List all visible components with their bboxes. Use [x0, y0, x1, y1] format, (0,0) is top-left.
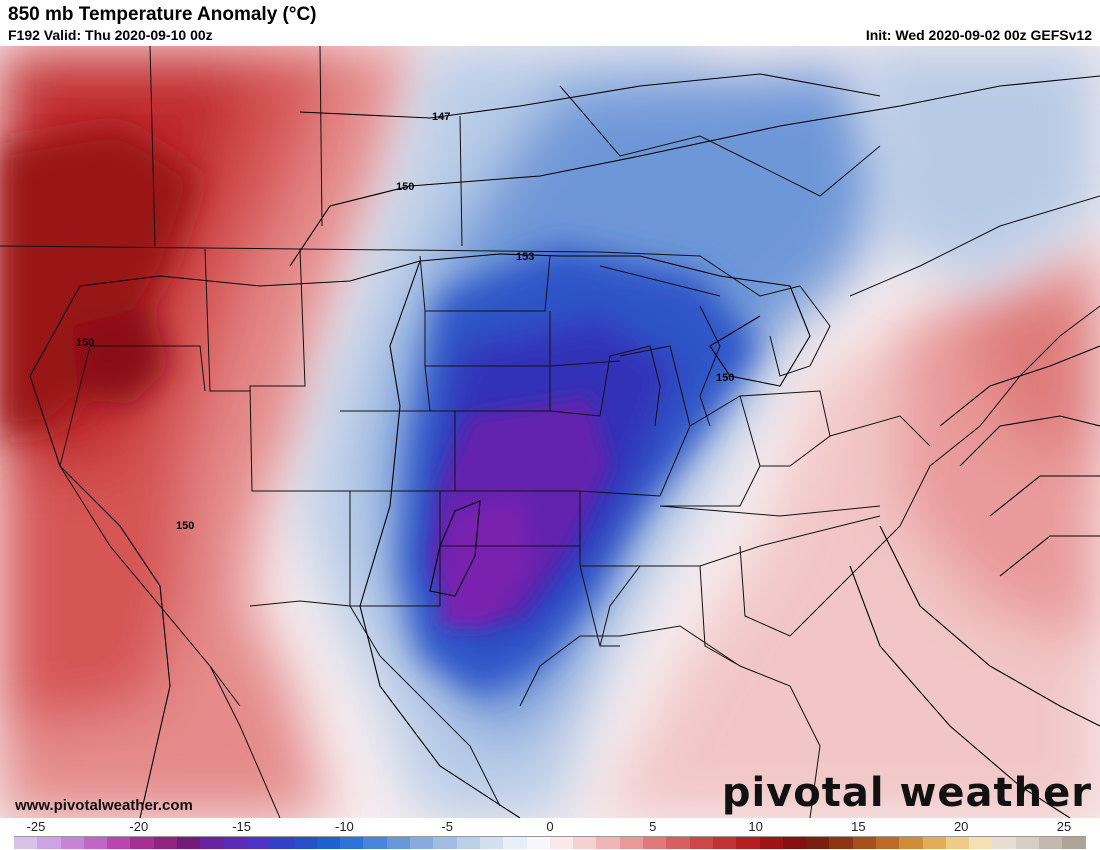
colorbar-swatch: [852, 837, 876, 849]
colorbar-swatch: [83, 837, 108, 849]
colorbar-swatch: [479, 837, 504, 849]
warm-core-northwest: [0, 126, 200, 436]
init-time: Init: Wed 2020-09-02 00z GEFSv12: [865, 27, 1092, 43]
colorbar-swatch: [666, 837, 690, 849]
colorbar-swatch: [177, 837, 201, 849]
colorbar-swatch: [899, 837, 923, 849]
contour-labels: 147 150 153 150 150 150: [76, 111, 734, 532]
anomaly-map[interactable]: 147 150 153 150 150 150: [0, 46, 1100, 818]
colorbar-swatch: [503, 837, 527, 849]
colorbar-swatch: [1039, 837, 1063, 849]
colorbar-tick-label: 20: [953, 819, 969, 834]
colorbar-swatch: [200, 837, 224, 849]
cool-northeast: [860, 46, 1100, 286]
colorbar-swatch: [60, 837, 84, 849]
purple-core: [430, 396, 610, 626]
colorbar-swatch: [712, 837, 737, 849]
colorbar-tick-label: -10: [334, 819, 354, 834]
colorbar-swatch: [130, 837, 154, 849]
colorbar-swatch: [246, 837, 271, 849]
map-title: 850 mb Temperature Anomaly (°C): [8, 4, 317, 25]
colorbar-swatch: [223, 837, 247, 849]
colorbar-tick-label: 10: [748, 819, 763, 834]
colorbar-swatch: [316, 837, 341, 849]
contour-label-150-north: 150: [396, 181, 414, 193]
colorbar-swatch: [573, 837, 597, 849]
colorbar-tick-label: -25: [26, 819, 46, 834]
colorbar-tick-label: 25: [1056, 819, 1072, 834]
colorbar-swatch: [526, 837, 550, 849]
colorbar-swatch: [922, 837, 946, 849]
website-credit: www.pivotalweather.com: [15, 797, 193, 814]
colorbar-swatch: [736, 837, 760, 849]
contour-label-147: 147: [432, 111, 450, 123]
colorbar-swatch: [107, 837, 131, 849]
colorbar-swatch: [340, 837, 364, 849]
colorbar-swatch: [549, 837, 574, 849]
map-canvas: 147 150 153 150 150 150: [0, 46, 1100, 818]
colorbar-swatch: [596, 837, 620, 849]
colorbar-swatch: [14, 837, 38, 849]
colorbar-swatch: [782, 837, 807, 849]
colorbar-tick-label: 5: [649, 819, 657, 834]
colorbar-tick-label: 0: [546, 819, 554, 834]
colorbar-swatch: [806, 837, 830, 849]
colorbar-ticks: -25 -20 -15 -10 -5 0 5 10 15 20 25: [0, 819, 1100, 835]
colorbar-swatch: [363, 837, 387, 849]
colorbar-swatch: [153, 837, 178, 849]
colorbar-tick-label: -15: [232, 819, 251, 834]
header: 850 mb Temperature Anomaly (°C) F192 Val…: [0, 0, 1100, 46]
contour-label-150-southwest: 150: [176, 520, 194, 532]
brand-logo: pivotal weather: [721, 770, 1092, 816]
colorbar-tick-label: -5: [441, 819, 453, 834]
colorbar-swatch: [1015, 837, 1040, 849]
valid-time: F192 Valid: Thu 2020-09-10 00z: [8, 27, 213, 43]
colorbar-swatch: [689, 837, 713, 849]
colorbar-swatch: [969, 837, 993, 849]
colorbar-swatch: [759, 837, 783, 849]
colorbar-swatch: [270, 837, 294, 849]
colorbar-swatch: [945, 837, 970, 849]
contour-label-153: 153: [516, 251, 534, 263]
colorbar-swatch: [410, 837, 434, 849]
colorbar-swatch: [456, 837, 480, 849]
colorbar: [14, 836, 1086, 849]
colorbar-swatch: [37, 837, 61, 849]
colorbar-swatch: [386, 837, 411, 849]
height-contours: [29, 73, 1100, 818]
contour-label-150-lakes: 150: [716, 372, 734, 384]
colorbar-tick-label: 15: [851, 819, 866, 834]
boundaries: [0, 46, 1100, 818]
colorbar-swatch: [433, 837, 457, 849]
colorbar-swatch: [875, 837, 900, 849]
colorbar-swatch: [643, 837, 667, 849]
colorbar-tick-label: -20: [129, 819, 149, 834]
contour-label-150-west: 150: [76, 337, 94, 349]
colorbar-swatch: [293, 837, 317, 849]
colorbar-swatch: [992, 837, 1016, 849]
colorbar-swatch: [829, 837, 853, 849]
colorbar-swatch: [1062, 837, 1086, 849]
colorbar-swatch: [619, 837, 644, 849]
